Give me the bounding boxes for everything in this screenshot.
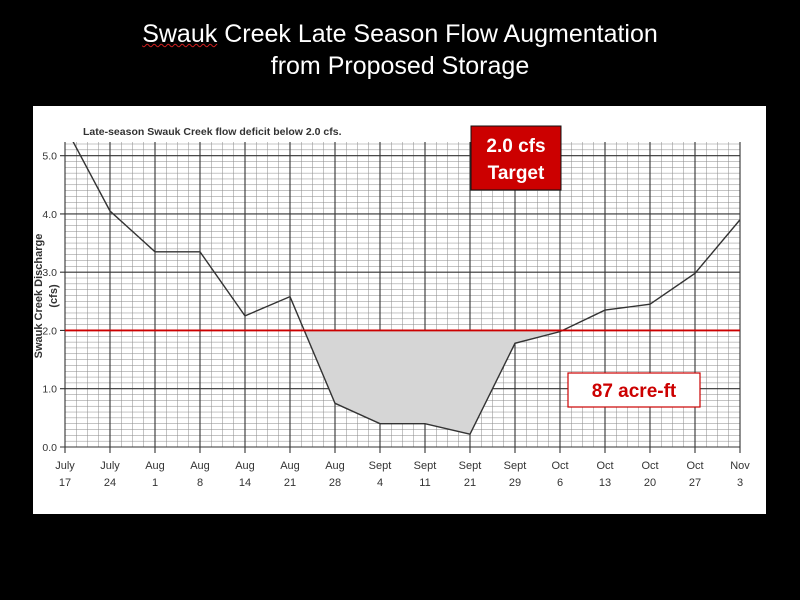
x-tick-day: 28: [329, 477, 341, 489]
x-tick-day: 14: [239, 477, 251, 489]
x-tick-day: 20: [644, 477, 656, 489]
x-tick-month: Oct: [551, 460, 568, 472]
y-tick-label: 4.0: [42, 209, 57, 221]
x-tick-month: Oct: [596, 460, 613, 472]
x-tick-day: 3: [737, 477, 743, 489]
x-tick-month: Aug: [145, 460, 165, 472]
x-tick-month: Oct: [641, 460, 658, 472]
x-tick-month: Oct: [686, 460, 703, 472]
slide-title-line1: Swauk Creek Late Season Flow Augmentatio…: [0, 18, 800, 50]
title-rest: Creek Late Season Flow Augmentation: [217, 20, 658, 48]
x-tick-day: 4: [377, 477, 383, 489]
x-tick-day: 29: [509, 477, 521, 489]
x-tick-day: 24: [104, 477, 116, 489]
x-tick-day: 27: [689, 477, 701, 489]
x-tick-day: 6: [557, 477, 563, 489]
x-tick-month: Sept: [504, 460, 527, 472]
y-tick-label: 1.0: [42, 384, 57, 396]
y-tick-label: 2.0: [42, 325, 57, 337]
discharge-line: [72, 142, 740, 435]
x-tick-month: Sept: [369, 460, 392, 472]
target-annotation-box: [470, 125, 562, 191]
x-tick-month: Aug: [280, 460, 300, 472]
x-tick-day: 8: [197, 477, 203, 489]
x-tick-day: 17: [59, 477, 71, 489]
y-tick-label: 3.0: [42, 267, 57, 279]
x-tick-day: 13: [599, 477, 611, 489]
slide-title-line2: from Proposed Storage: [270, 52, 530, 80]
y-axis-label: Swauk Creek Discharge: [33, 234, 45, 359]
y-tick-label: 5.0: [42, 151, 57, 163]
x-tick-month: Sept: [414, 460, 437, 472]
target-annotation-line2: Target: [488, 163, 545, 184]
x-tick-month: Aug: [325, 460, 345, 472]
x-tick-month: Aug: [235, 460, 255, 472]
target-annotation-line1: 2.0 cfs: [486, 136, 545, 157]
x-tick-month: July: [100, 460, 120, 472]
x-tick-day: 21: [464, 477, 476, 489]
deficit-area: [304, 330, 563, 435]
x-tick-day: 21: [284, 477, 296, 489]
x-tick-month: July: [55, 460, 75, 472]
y-tick-label: 0.0: [42, 442, 57, 454]
flow-chart: 0.0 1.0 2.0 3.0 4.0 5.0 July 17 July 24 Aug 1 Aug 8 Au…: [33, 125, 750, 489]
x-tick-day: 11: [419, 477, 430, 489]
title-word-swauk: Swauk: [142, 20, 218, 48]
slide-title: Swauk Creek Late Season Flow Augmentatio…: [0, 18, 800, 82]
volume-annotation-box: [567, 372, 701, 408]
chart-panel: 0.0 1.0 2.0 3.0 4.0 5.0 July 17 July 24 Aug 1 Aug 8 Au…: [33, 106, 766, 514]
x-tick-month: Sept: [459, 460, 482, 472]
chart-title: Late-season Swauk Creek flow deficit bel…: [83, 126, 342, 138]
x-tick-month: Aug: [190, 460, 210, 472]
volume-annotation-text: 87 acre-ft: [592, 381, 677, 402]
x-tick-day: 1: [152, 477, 158, 489]
x-tick-month: Nov: [730, 460, 750, 472]
y-axis-unit: (cfs): [48, 284, 60, 308]
